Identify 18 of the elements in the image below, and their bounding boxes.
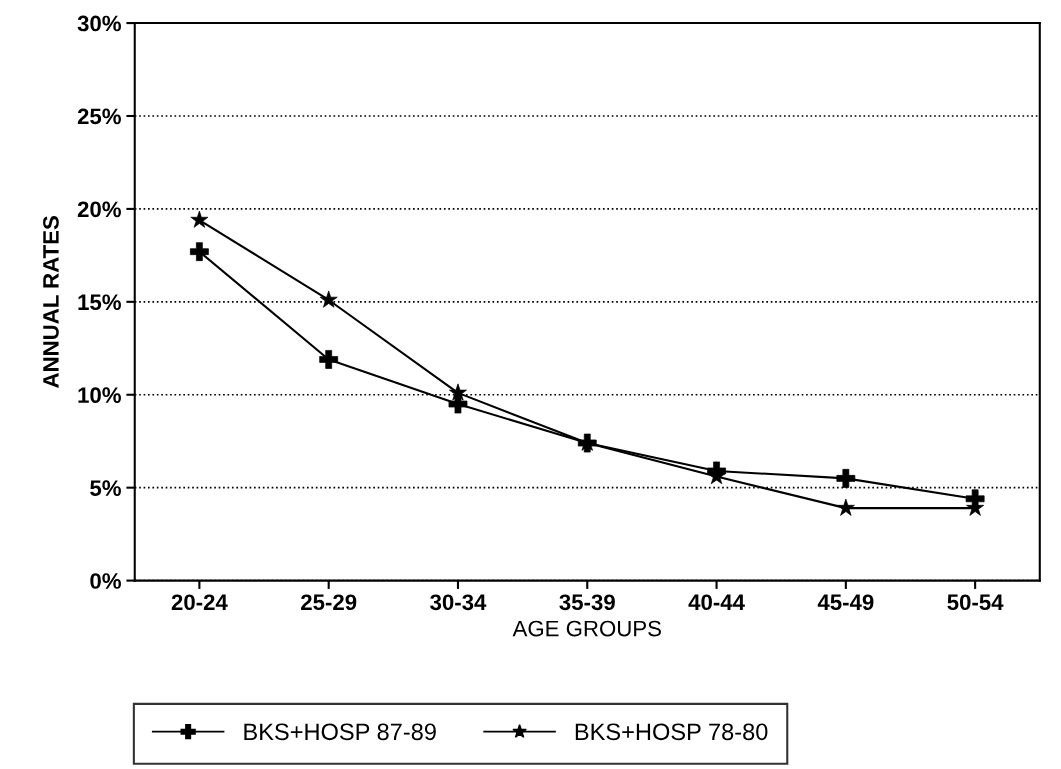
x-tick-label: 50-54 <box>947 594 1004 611</box>
x-tick-label: 35-39 <box>559 594 615 611</box>
legend-label: BKS+HOSP 87-89 <box>244 723 436 741</box>
y-tick-label: 0% <box>90 573 121 589</box>
x-tick-label: 20-24 <box>171 594 228 611</box>
x-tick-label: 30-34 <box>430 594 487 611</box>
x-tick-label: 40-44 <box>688 594 745 611</box>
y-tick-label: 10% <box>78 387 121 404</box>
legend-label: BKS+HOSP 78-80 <box>575 723 768 741</box>
y-tick-label: 15% <box>78 294 121 311</box>
x-axis-title: AGE GROUPS <box>512 620 661 637</box>
y-tick-label: 20% <box>77 201 121 218</box>
x-tick-label: 45-49 <box>817 594 874 611</box>
x-tick-label: 25-29 <box>301 594 357 611</box>
y-axis-title: ANNUAL RATES <box>43 216 59 388</box>
y-tick-label: 25% <box>77 108 121 125</box>
y-tick-label: 5% <box>90 480 121 496</box>
y-tick-label: 30% <box>77 15 121 32</box>
